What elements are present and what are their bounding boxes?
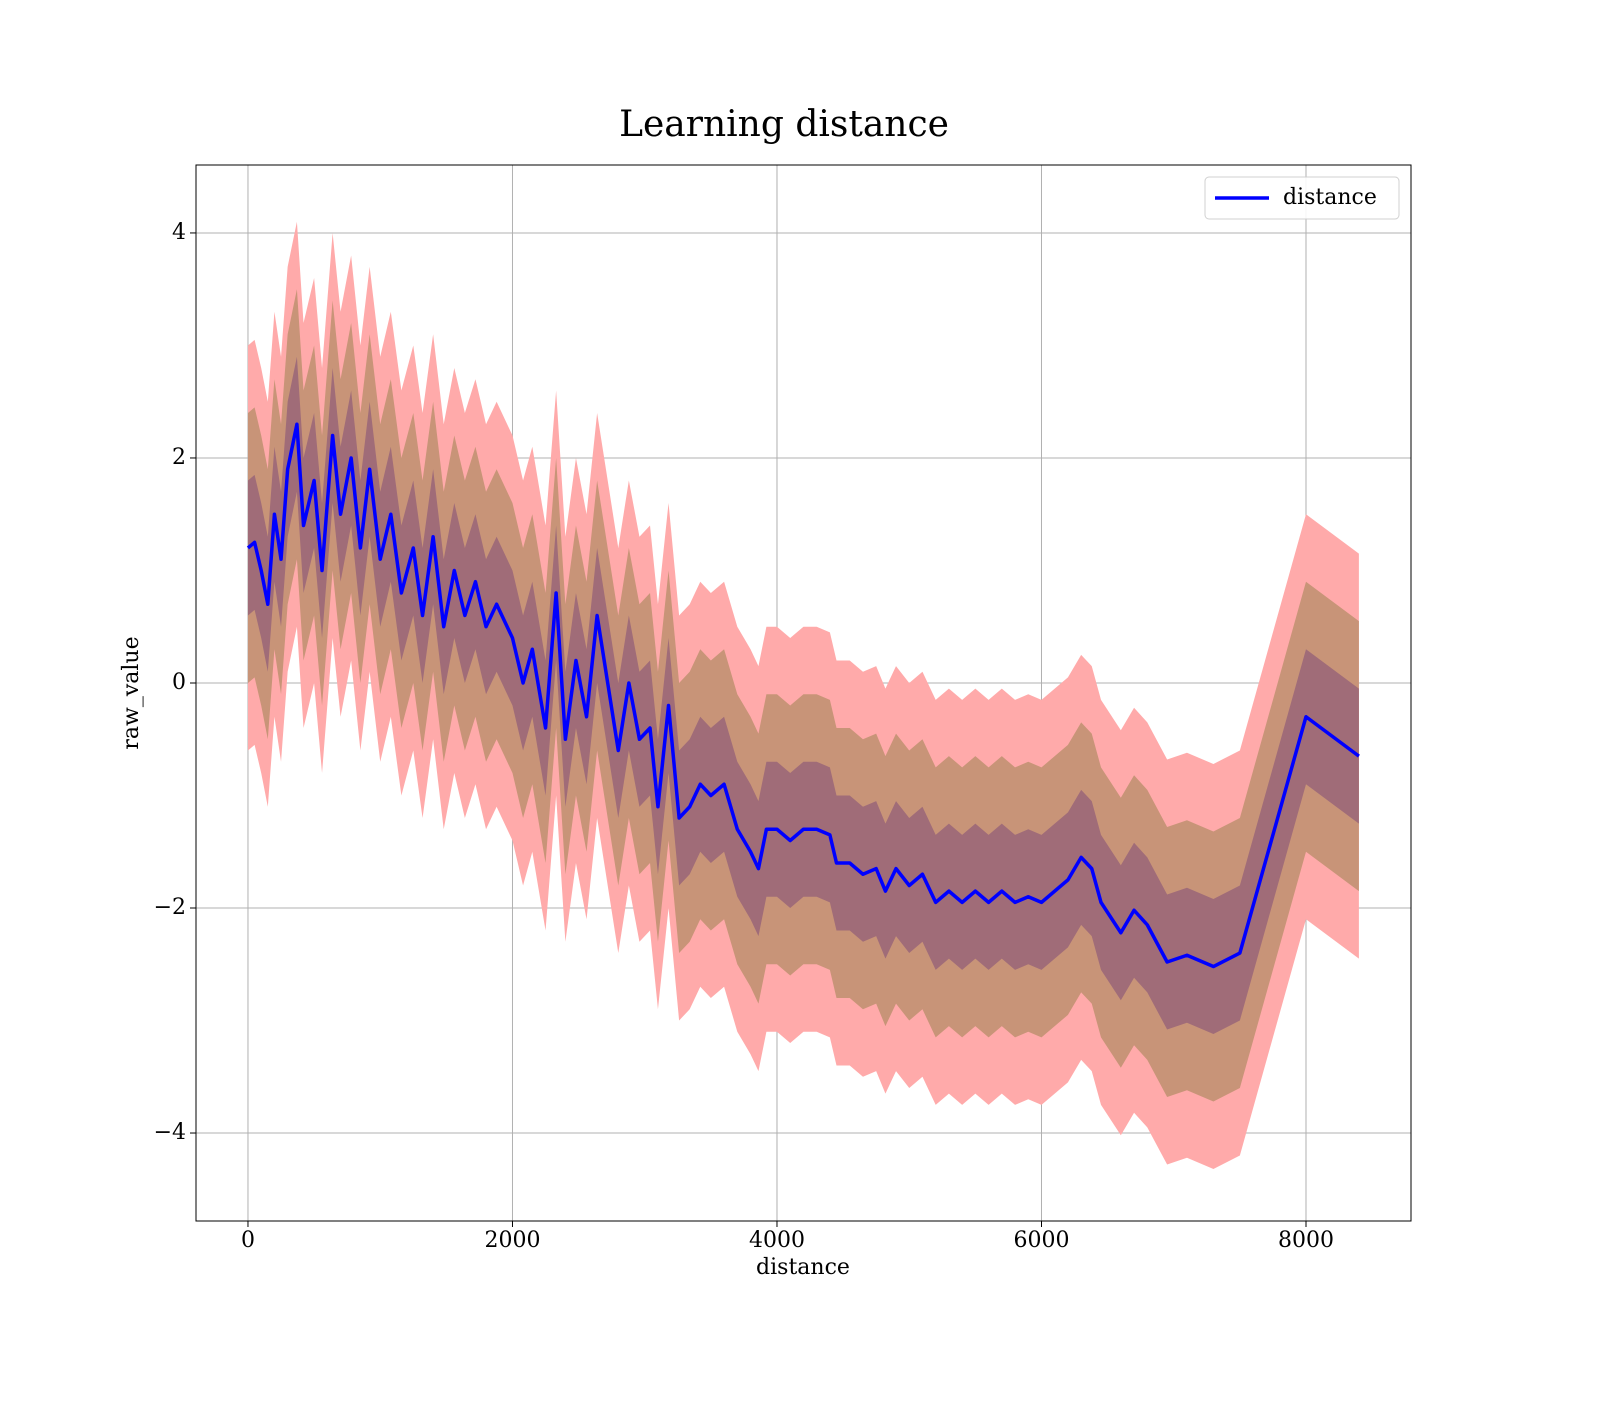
y-tick-label: −2 — [154, 895, 186, 920]
error-band — [247, 356, 1359, 1035]
y-axis-label: raw_value — [119, 636, 144, 749]
x-tick-label: 2000 — [484, 1228, 540, 1253]
legend-label: distance — [1283, 185, 1377, 210]
y-tick-label: 2 — [172, 445, 186, 470]
x-axis-label: distance — [756, 1255, 850, 1280]
plot-frame — [195, 164, 1412, 1222]
x-tick-label: 4000 — [749, 1228, 805, 1253]
y-tick-label: 0 — [172, 670, 186, 695]
y-tick-label: 4 — [172, 220, 186, 245]
legend-box — [1204, 176, 1400, 220]
y-tick-label: −4 — [154, 1120, 186, 1145]
x-tick-label: 8000 — [1278, 1228, 1334, 1253]
chart-title: Learning distance — [619, 104, 949, 145]
x-tick-label: 6000 — [1013, 1228, 1069, 1253]
x-tick-label: 0 — [241, 1228, 255, 1253]
data-line — [246, 422, 1360, 969]
